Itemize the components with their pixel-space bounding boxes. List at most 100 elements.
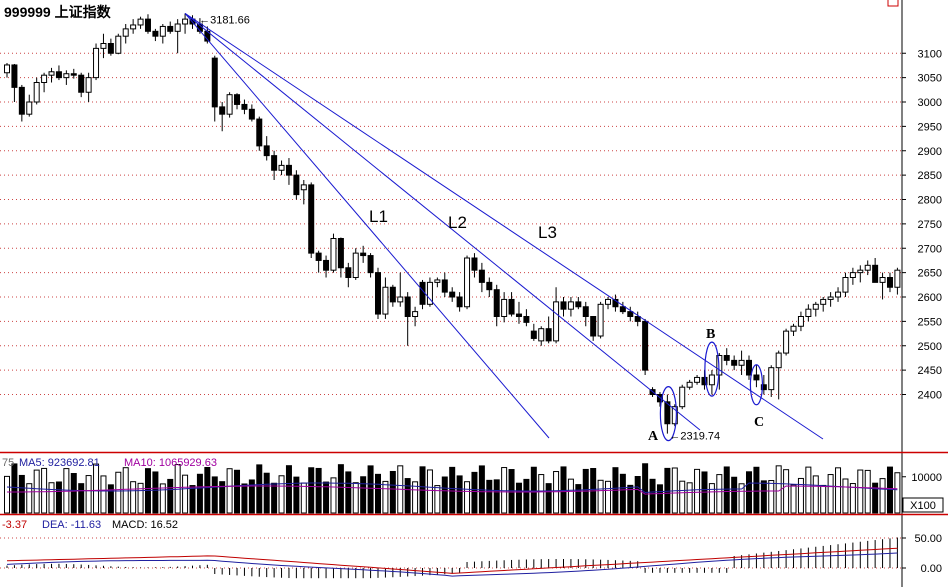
volume-bar bbox=[523, 478, 530, 514]
volume-unit-label: X100 bbox=[910, 500, 936, 512]
candle-down bbox=[508, 298, 515, 315]
volume-legend-item: MA5: 923692.81 bbox=[19, 457, 100, 469]
volume-bar bbox=[26, 483, 33, 514]
candle-up bbox=[553, 301, 560, 342]
volume-bar bbox=[820, 484, 827, 514]
volume-bar bbox=[115, 471, 122, 514]
candle-down bbox=[167, 25, 174, 32]
candle-up bbox=[738, 359, 745, 366]
volume-bar bbox=[567, 478, 574, 514]
candle-up bbox=[278, 164, 285, 171]
volume-ma10-line bbox=[7, 485, 898, 495]
candle-up bbox=[434, 279, 441, 283]
candle-down bbox=[389, 286, 396, 303]
candles bbox=[4, 13, 901, 434]
volume-bar bbox=[790, 484, 797, 514]
candle-down bbox=[493, 289, 500, 317]
volume-bar bbox=[886, 466, 893, 514]
candle-up bbox=[41, 74, 48, 83]
candle-down bbox=[590, 316, 597, 337]
volume-bar bbox=[226, 468, 233, 514]
trend-line-label: L3 bbox=[538, 223, 557, 242]
candle-down bbox=[18, 86, 25, 115]
volume-bar bbox=[746, 471, 752, 514]
volume-bar bbox=[686, 482, 693, 514]
candle-down bbox=[345, 267, 352, 278]
candle-up bbox=[26, 101, 33, 115]
candle-up bbox=[4, 64, 10, 74]
macd-legend-item: -3.37 bbox=[2, 519, 27, 531]
candle-down bbox=[723, 355, 730, 361]
volume-bar bbox=[553, 471, 560, 514]
price-tick-label: 3100 bbox=[918, 48, 942, 60]
volume-bar bbox=[137, 482, 144, 514]
point-label-C: C bbox=[754, 415, 764, 430]
volume-bar bbox=[642, 463, 649, 514]
candle-up bbox=[694, 376, 701, 383]
candle-up bbox=[879, 277, 886, 283]
volume-bar bbox=[649, 478, 656, 514]
volume-bar bbox=[879, 478, 886, 514]
volume-bar bbox=[337, 464, 344, 514]
volume-bar bbox=[634, 476, 641, 514]
volume-bar bbox=[308, 467, 315, 514]
volume-bar bbox=[708, 483, 715, 514]
candle-down bbox=[144, 18, 151, 32]
volume-bar bbox=[382, 480, 389, 514]
candle-up bbox=[33, 82, 40, 103]
volume-bar bbox=[293, 476, 300, 514]
candle-up bbox=[174, 23, 181, 32]
candle-up bbox=[412, 311, 419, 317]
volume-bar bbox=[263, 472, 270, 514]
candle-down bbox=[441, 279, 448, 293]
price-tick-label: 2600 bbox=[918, 292, 942, 304]
volume-bar bbox=[11, 463, 18, 514]
candle-up bbox=[93, 47, 100, 79]
volume-bar bbox=[849, 483, 856, 514]
volume-bar bbox=[167, 478, 174, 514]
volume-bar bbox=[278, 475, 285, 514]
candle-down bbox=[886, 277, 893, 288]
trend-lines bbox=[184, 13, 824, 442]
candle-up bbox=[63, 73, 70, 79]
volume-bar bbox=[486, 479, 493, 514]
candle-down bbox=[315, 252, 322, 261]
volume-bar bbox=[219, 481, 226, 514]
candle-down bbox=[419, 281, 426, 305]
volume-bar bbox=[694, 468, 701, 514]
macd-legend-item: DEA: -11.63 bbox=[42, 519, 101, 531]
candle-down bbox=[293, 174, 300, 196]
volume-bar bbox=[797, 477, 804, 514]
price-tick-label: 2650 bbox=[918, 268, 942, 280]
volume-bar bbox=[627, 484, 634, 514]
candle-up bbox=[137, 18, 144, 26]
candle-down bbox=[234, 94, 241, 105]
candle-down bbox=[219, 106, 226, 115]
window-corner-box bbox=[887, 0, 899, 7]
volume-bar bbox=[827, 474, 834, 514]
volume-bar bbox=[530, 466, 537, 514]
candle-up bbox=[597, 303, 604, 337]
volume-bar bbox=[189, 485, 196, 514]
candle-down bbox=[642, 320, 649, 371]
volume-tick-label: 10000 bbox=[911, 472, 942, 484]
candle-down bbox=[515, 313, 522, 317]
volume-bar bbox=[323, 481, 330, 514]
volume-bar bbox=[515, 482, 522, 514]
trend-line-label: L1 bbox=[369, 207, 388, 226]
volume-bar bbox=[271, 482, 278, 514]
candle-down bbox=[70, 73, 77, 76]
candle-up bbox=[864, 264, 871, 271]
volume-bar bbox=[360, 476, 367, 514]
marker-ellipse-C bbox=[749, 364, 764, 406]
candle-down bbox=[627, 311, 634, 317]
volume-bar bbox=[18, 474, 25, 514]
candle-down bbox=[107, 43, 114, 54]
price-tick-label: 2750 bbox=[918, 219, 942, 231]
high-price-label: ←3181.66 bbox=[199, 14, 250, 26]
candle-down bbox=[285, 164, 292, 176]
candle-up bbox=[159, 25, 166, 37]
candle-down bbox=[753, 374, 760, 381]
candle-up bbox=[842, 277, 849, 293]
